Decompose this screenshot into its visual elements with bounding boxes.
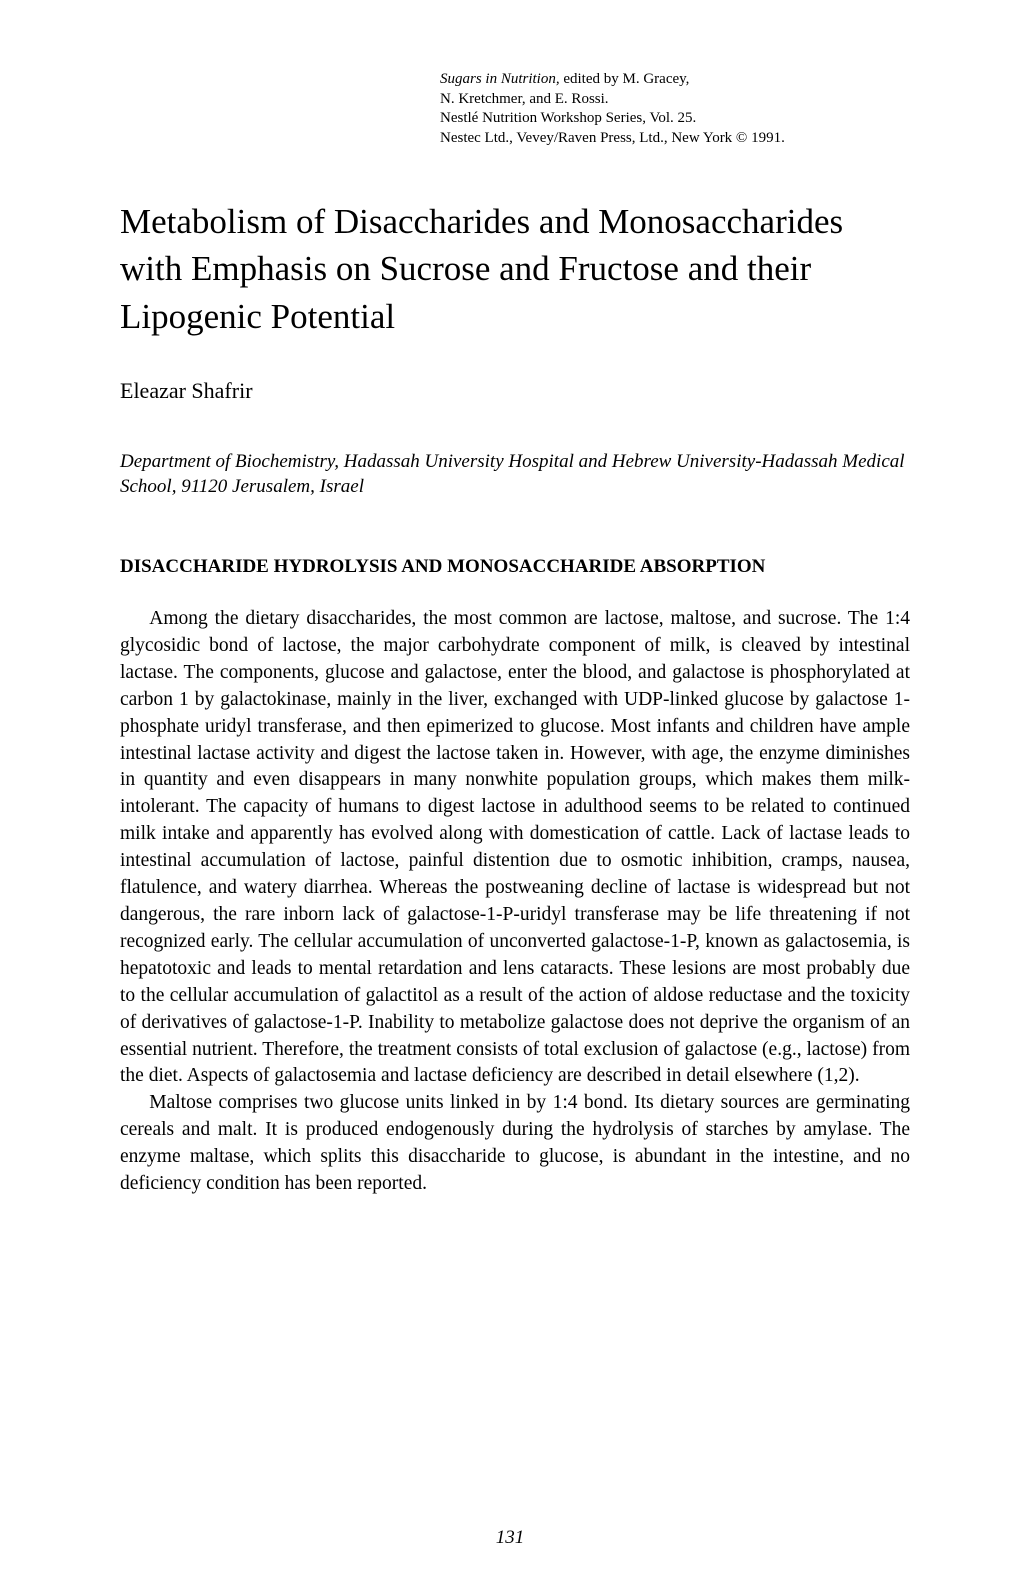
author-name: Eleazar Shafrir [120,378,910,404]
citation-line-2: N. Kretchmer, and E. Rossi. [440,90,910,110]
citation-line-3: Nestlé Nutrition Workshop Series, Vol. 2… [440,109,910,129]
page-number: 131 [0,1527,1020,1549]
article-title: Metabolism of Disaccharides and Monosacc… [120,198,910,340]
citation-line-1: Sugars in Nutrition, edited by M. Gracey… [440,70,910,90]
citation-editors-partial: edited by M. Gracey, [560,71,690,87]
citation-line-4: Nestec Ltd., Vevey/Raven Press, Ltd., Ne… [440,129,910,149]
body-paragraph-1: Among the dietary disaccharides, the mos… [120,606,910,1090]
citation-book-title: Sugars in Nutrition, [440,71,560,87]
author-affiliation: Department of Biochemistry, Hadassah Uni… [120,449,910,500]
section-heading: DISACCHARIDE HYDROLYSIS AND MONOSACCHARI… [120,556,910,578]
citation-block: Sugars in Nutrition, edited by M. Gracey… [440,70,910,148]
body-paragraph-2: Maltose comprises two glucose units link… [120,1090,910,1198]
